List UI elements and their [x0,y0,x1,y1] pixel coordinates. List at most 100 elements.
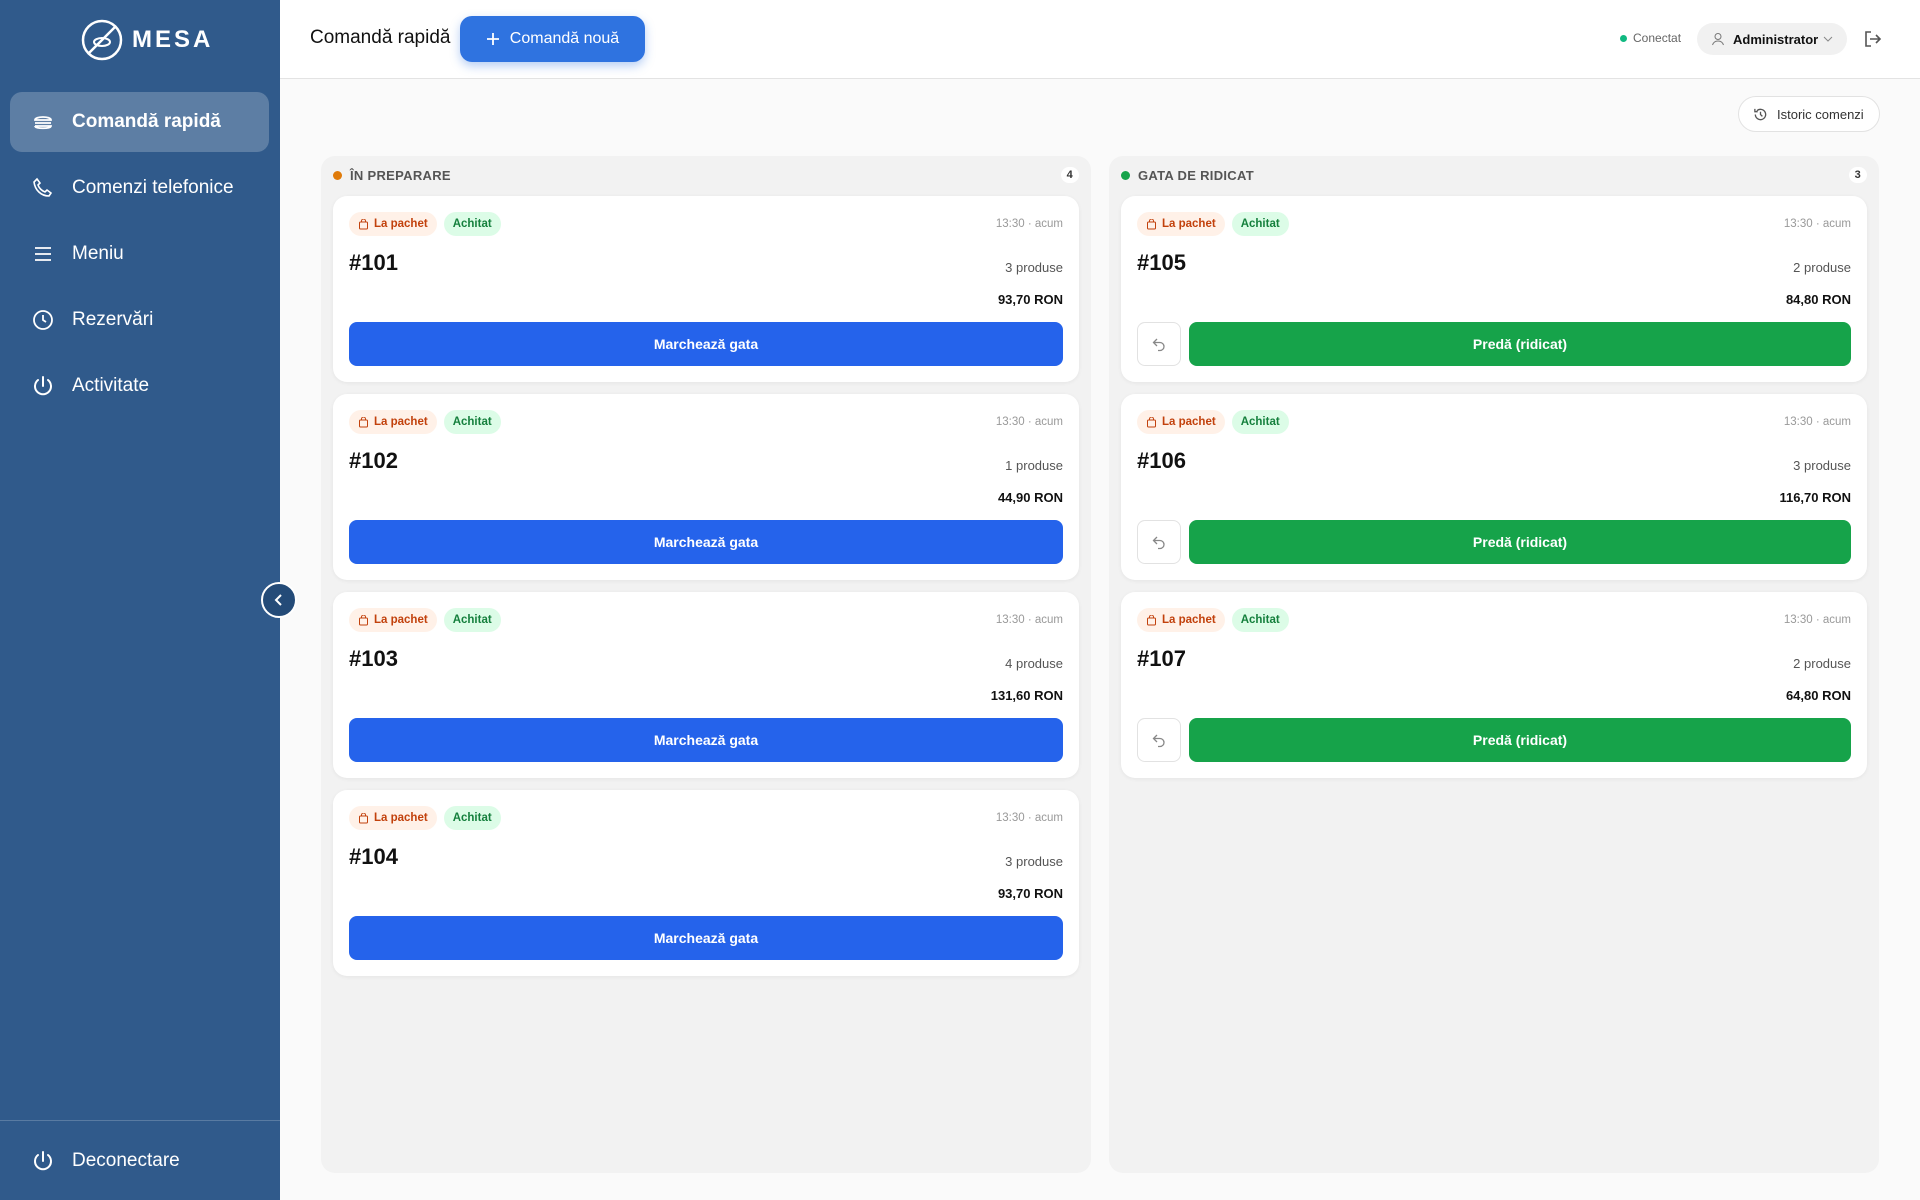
tags: La pachet Achitat [349,410,501,434]
action-button[interactable]: Marchează gata [349,718,1063,762]
tag: La pachet [349,608,437,632]
icon [33,177,53,197]
item-count: 2 produse [1793,260,1851,275]
icon [1754,108,1767,121]
count: 4 [1060,167,1079,183]
icon [486,33,499,45]
tags: La pachet Achitat [1137,212,1289,236]
nav-item[interactable]: Meniu [10,224,269,284]
order-id: #103 [349,646,398,671]
icon [1712,33,1724,46]
icon [1147,614,1156,625]
topbar: Comandă rapidă Comandă nouă Conectat Adm… [280,0,1920,79]
tag: La pachet [1137,410,1225,434]
time: 13:30 · acum [995,416,1063,428]
column-title: GATA DE RIDICAT [1138,167,1254,183]
nav-item[interactable]: Rezervări [10,290,269,350]
column-header: ÎN PREPARARE 4 [333,163,1079,187]
icon [1152,734,1165,748]
brand[interactable]: MESA [80,18,213,62]
order-id: #104 [349,844,398,869]
icon [359,416,368,427]
collapse-button[interactable] [261,582,297,618]
item-count: 4 produse [1005,656,1063,671]
tag-label: La pachet [374,812,428,824]
action-button[interactable]: Marchează gata [349,520,1063,564]
logout[interactable]: Deconectare [10,1131,269,1191]
logout-label: Deconectare [72,1150,180,1171]
item-count: 2 produse [1793,656,1851,671]
total: 84,80 RON [1785,292,1851,307]
nav-item[interactable]: Comenzi telefonice [10,158,269,218]
icon [1823,36,1833,42]
order-card: La pachet Achitat 13:30 · acum #106 3 produs… [1121,394,1867,580]
column-title: ÎN PREPARARE [350,167,451,183]
paid-tag: Achitat [1231,608,1289,632]
new-order-label: Comandă nouă [509,30,620,47]
order-card: La pachet Achitat 13:30 · acum #105 2 produs… [1121,196,1867,382]
time: 13:30 · acum [995,812,1063,824]
icon [33,310,53,330]
item-count: 3 produse [1793,458,1851,473]
tag-label: La pachet [374,416,428,428]
action-button[interactable]: Predă (ridicat) [1189,718,1851,762]
action-button[interactable]: Marchează gata [349,916,1063,960]
nav-label: Comandă rapidă [72,111,221,132]
total: 131,60 RON [990,688,1063,703]
tag: La pachet [349,410,437,434]
icon [1152,338,1165,352]
total: 116,70 RON [1779,490,1851,505]
time: 13:30 · acum [995,614,1063,626]
undo-button[interactable] [1137,322,1181,366]
nav-item[interactable]: Comandă rapidă [10,92,269,152]
icon [359,812,368,823]
icon [359,218,368,229]
undo-button[interactable] [1137,718,1181,762]
nav-label: Rezervări [72,309,154,330]
tags: La pachet Achitat [1137,608,1289,632]
order-id: #101 [349,250,398,275]
paid-tag: Achitat [443,608,501,632]
total: 93,70 RON [997,292,1063,307]
time: 13:30 · acum [1783,614,1851,626]
action-button[interactable]: Predă (ridicat) [1189,322,1851,366]
undo-button[interactable] [1137,520,1181,564]
tag: La pachet [349,806,437,830]
paid-tag: Achitat [1231,212,1289,236]
tag-label: La pachet [1162,614,1216,626]
nav-label: Meniu [72,243,124,264]
logo [81,19,123,61]
action-button[interactable]: Predă (ridicat) [1189,520,1851,564]
tag-label: La pachet [1162,416,1216,428]
tag-label: La pachet [374,218,428,230]
brand-name: MESA [132,26,214,53]
icon [1147,416,1156,427]
user-name: Administrator [1733,31,1819,47]
order-id: #102 [349,448,398,473]
icon [35,247,51,261]
icon [1152,536,1165,550]
tag: La pachet [1137,212,1225,236]
paid-tag: Achitat [1231,410,1289,434]
nav-item[interactable]: Activitate [10,356,269,416]
icon [274,594,282,606]
tags: La pachet Achitat [349,212,501,236]
icon [34,116,52,130]
order-card: La pachet Achitat 13:30 · acum #102 1 produs… [333,394,1079,580]
user-menu[interactable]: Administrator [1697,23,1847,55]
divider [0,1120,280,1121]
icon [359,614,368,625]
action-button[interactable]: Marchează gata [349,322,1063,366]
icon [34,1151,52,1171]
new-order-button[interactable]: Comandă nouă [460,16,645,62]
history-button[interactable]: Istoric comenzi [1738,96,1880,132]
tags: La pachet Achitat [349,608,501,632]
logout-icon[interactable] [1863,29,1883,49]
status: Conectat [1620,31,1681,45]
status-label: Conectat [1633,31,1682,45]
time: 13:30 · acum [1783,218,1851,230]
item-count: 3 produse [1005,260,1063,275]
paid-tag: Achitat [443,410,501,434]
order-id: #105 [1137,250,1186,275]
